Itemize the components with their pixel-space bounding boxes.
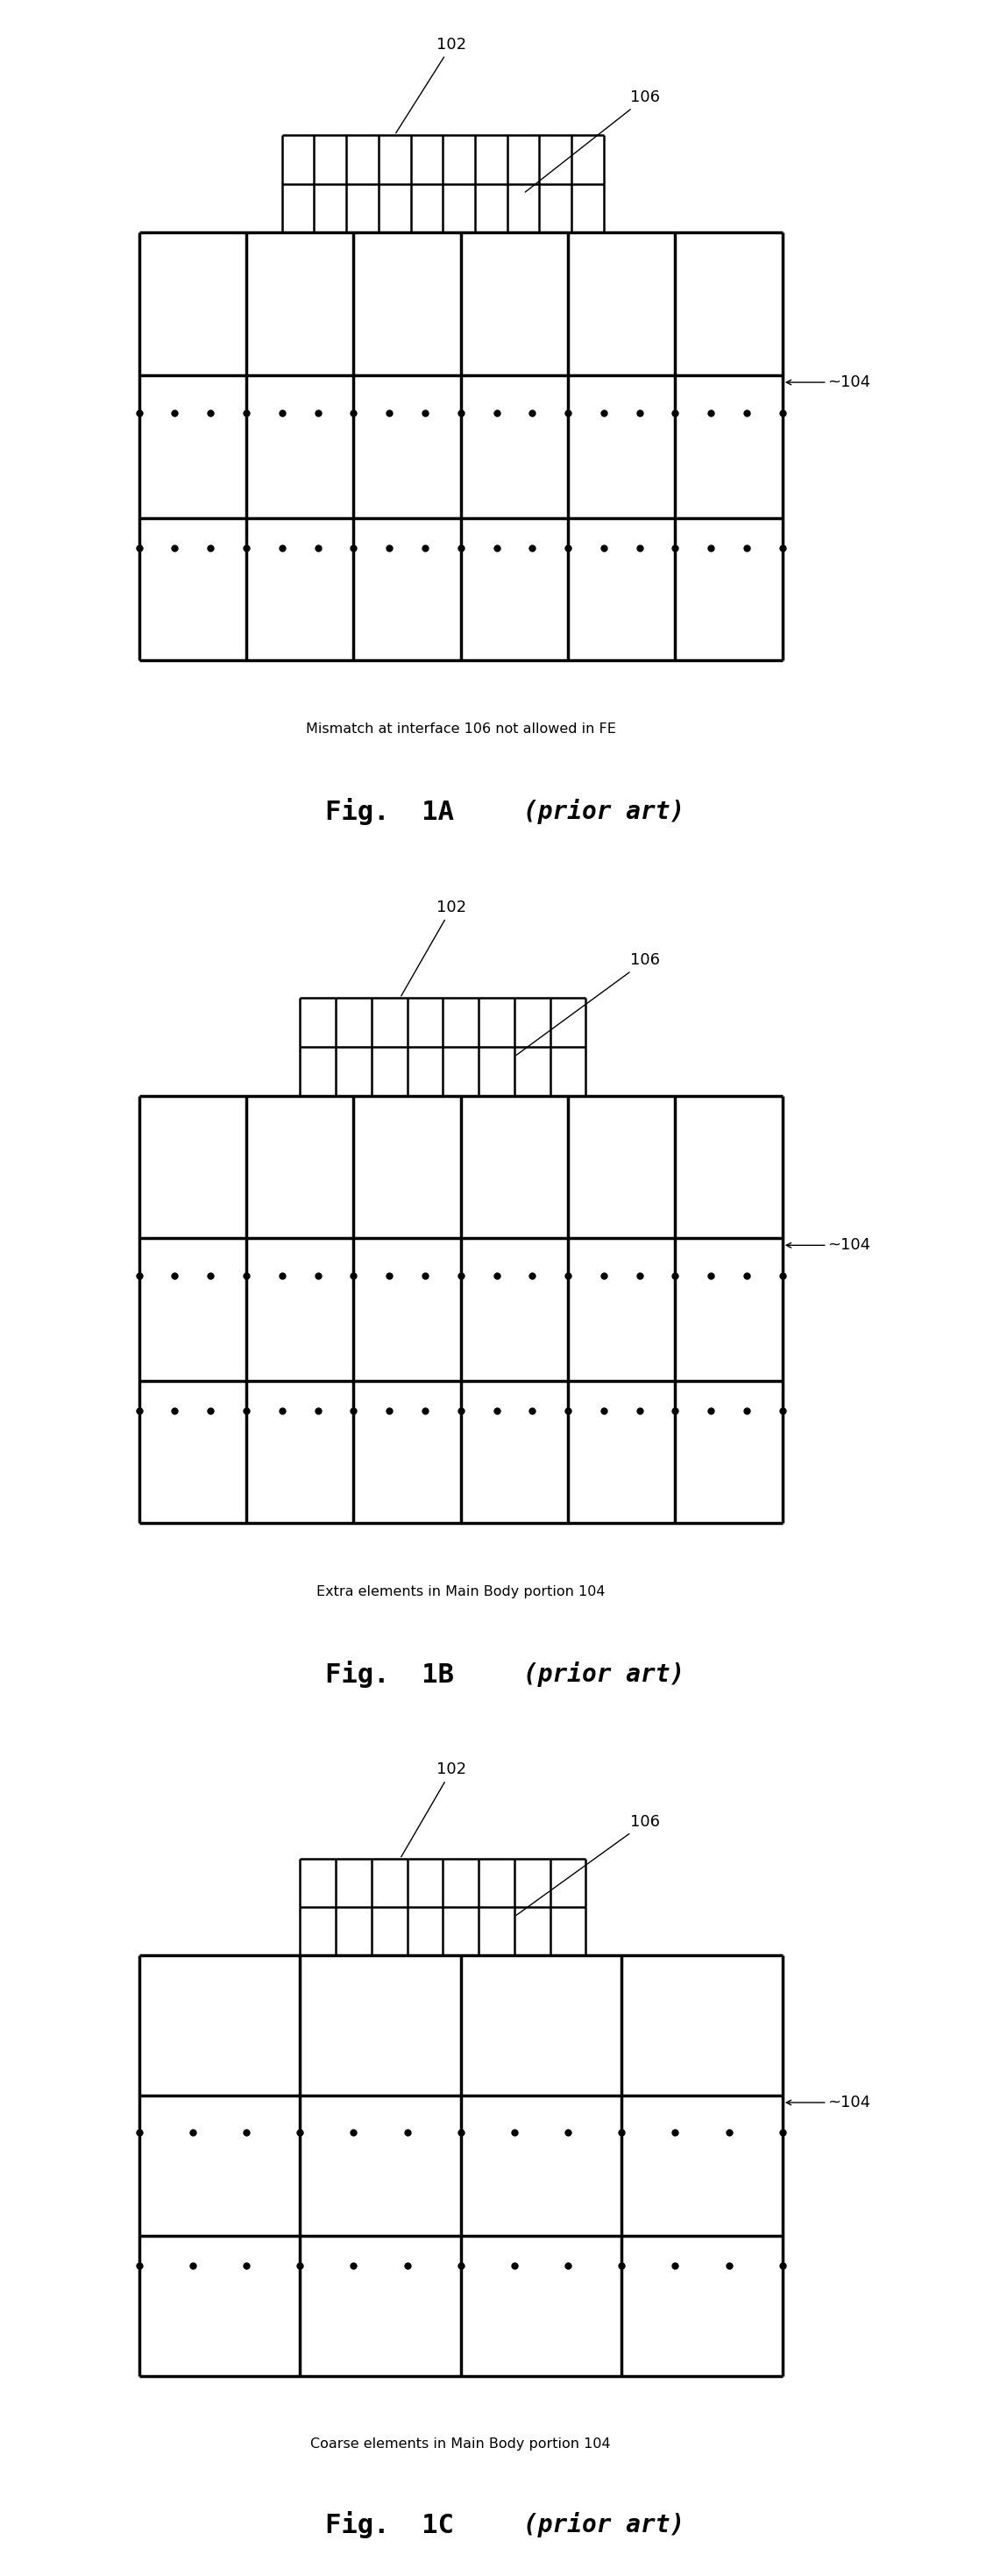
- Text: Extra elements in Main Body portion 104: Extra elements in Main Body portion 104: [317, 1587, 605, 1600]
- Text: 106: 106: [525, 90, 660, 193]
- Text: (prior art): (prior art): [523, 2512, 684, 2537]
- Text: 102: 102: [396, 36, 467, 134]
- Text: Fig.  1C: Fig. 1C: [325, 2512, 454, 2537]
- Text: 106: 106: [516, 953, 660, 1056]
- Text: Fig.  1A: Fig. 1A: [325, 799, 454, 824]
- Text: 106: 106: [516, 1814, 660, 1914]
- Text: (prior art): (prior art): [523, 799, 684, 824]
- Text: ~104: ~104: [827, 2094, 870, 2110]
- Text: ~104: ~104: [827, 1236, 870, 1252]
- Text: Mismatch at interface 106 not allowed in FE: Mismatch at interface 106 not allowed in…: [306, 724, 616, 737]
- Text: Coarse elements in Main Body portion 104: Coarse elements in Main Body portion 104: [311, 2437, 611, 2450]
- Text: Fig.  1B: Fig. 1B: [325, 1662, 454, 1687]
- Text: 102: 102: [401, 1762, 467, 1857]
- Text: ~104: ~104: [827, 374, 870, 389]
- Text: (prior art): (prior art): [523, 1662, 684, 1687]
- Text: 102: 102: [401, 899, 467, 997]
